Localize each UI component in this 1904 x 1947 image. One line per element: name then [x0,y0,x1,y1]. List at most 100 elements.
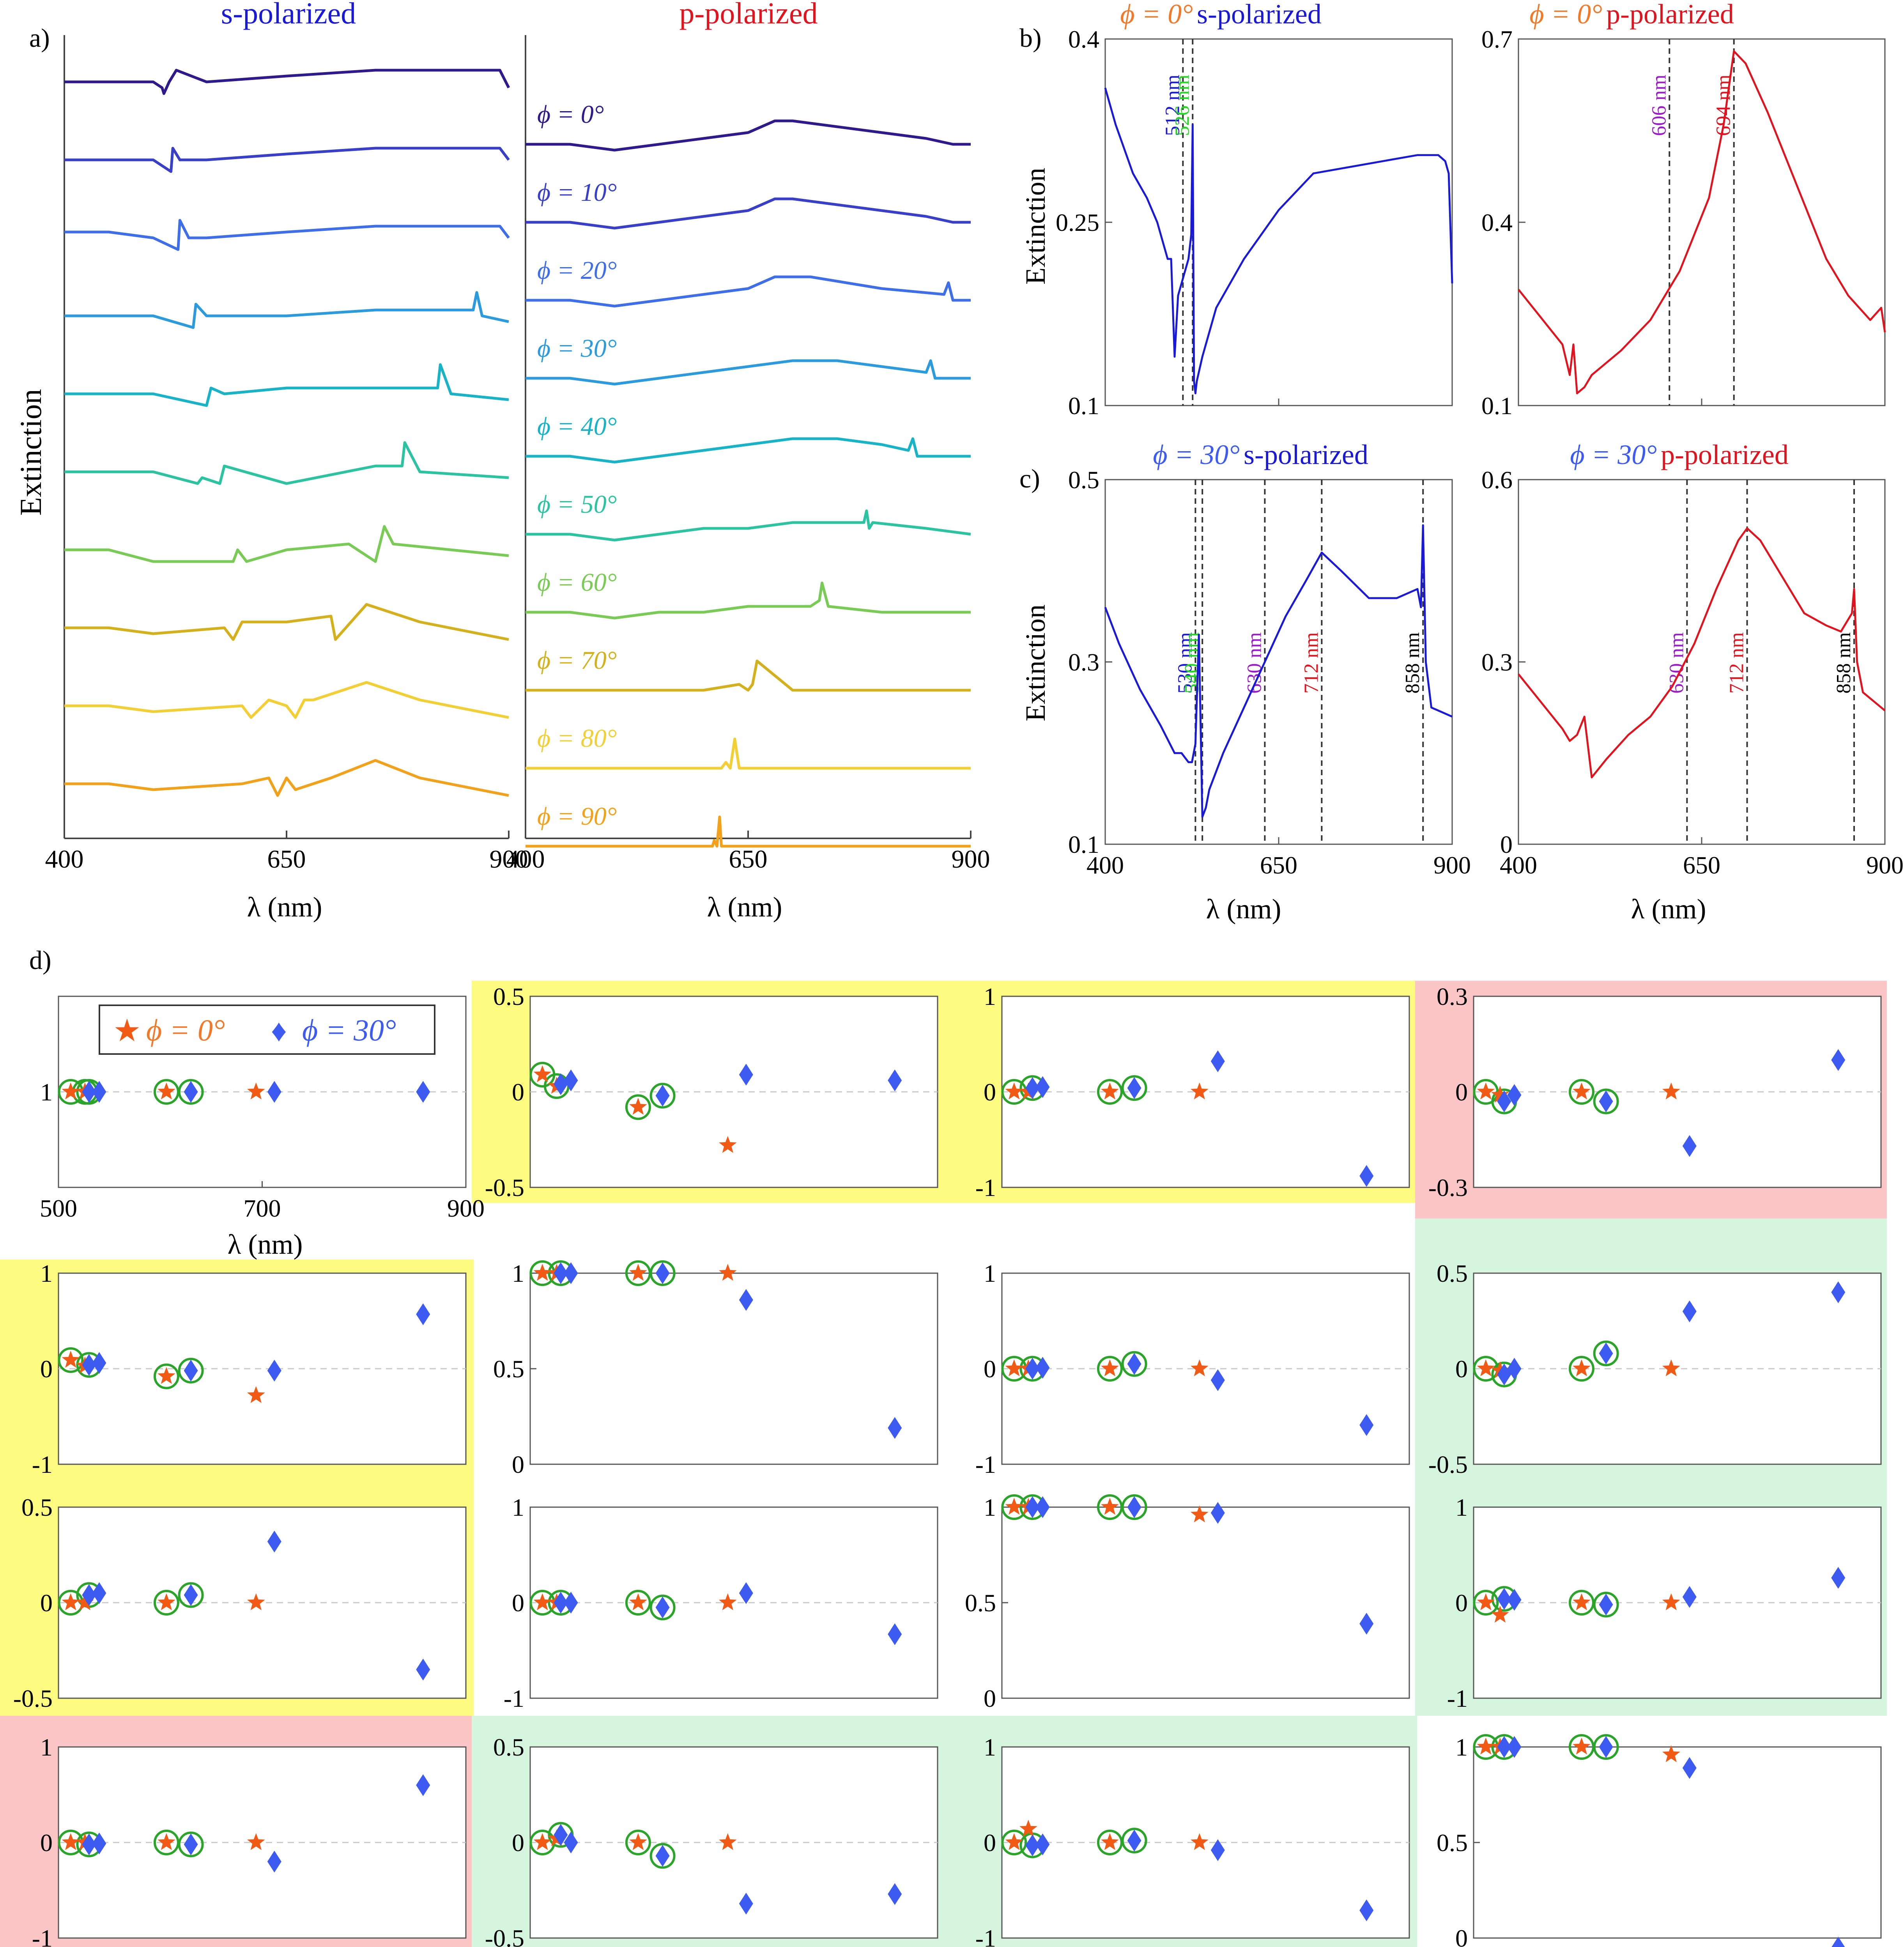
d-ytick-label: 0 [512,1451,524,1478]
d-plot-frame [1001,1272,1410,1465]
panel-a-p-xlabel: λ (nm) [707,891,782,923]
d-diamond-marker [184,1081,198,1103]
d-ytick-label: 1 [512,1493,524,1521]
d-diamond-marker [888,1417,902,1439]
c-s-xtick-label: 400 [1086,851,1124,879]
c-p-marker-label: 858 nm [1833,632,1855,693]
panel-d-letter: d) [29,945,51,975]
panel-c-left-title-phi: ϕ = 30° [1153,439,1240,470]
d-diamond-marker [1599,1593,1613,1616]
d-star-marker [247,1082,265,1100]
d-highlight-circle [1593,1591,1619,1617]
panel-b-right-title-pol: p-polarized [1606,0,1734,30]
d-star-marker [247,1386,265,1403]
d-ytick-label: 0.5 [493,1355,524,1383]
legend-star-glyph: ★ [113,1014,141,1048]
d-diamond-marker [1025,1077,1040,1099]
d-diamond-marker [416,1774,430,1796]
d-highlight-circle [1593,1340,1619,1366]
d-diamond-marker [1682,1586,1697,1608]
legend-diamond-glyph: ♦ [271,1014,287,1048]
d-ytick-label: 0 [984,1355,996,1383]
d-plot-frame [529,1506,938,1699]
d-star-marker [629,1833,647,1850]
d-ytick-label: 0 [1455,1078,1468,1106]
a-s-xtick-label: 400 [45,845,84,873]
d-ytick-label: -0.5 [485,1924,524,1947]
panel-d-xlabel: λ (nm) [228,1229,303,1260]
d-star-marker [157,1367,175,1384]
d-ytick-label: 0 [1455,1355,1468,1383]
d-star-marker [719,1264,737,1281]
d-ytick-label: 0 [40,1589,53,1617]
d-diamond-marker [1682,1757,1697,1779]
d-diamond-marker [1599,1736,1613,1758]
c-s-xtick-label: 900 [1433,851,1471,879]
d-star-marker [629,1593,647,1610]
c-p-ytick-label: 0.3 [1481,648,1513,676]
d-diamond-marker [554,1592,568,1614]
panel-d-legend: ★ ϕ = 0° ♦ ϕ = 30° [99,1005,435,1055]
a-s-series-line [64,291,509,329]
d-diamond-marker [1599,1090,1613,1113]
d-star-marker [1491,1605,1509,1623]
d-star-marker [1491,1361,1509,1378]
d-diamond-marker [267,1081,281,1103]
d-highlight-circle [1473,1590,1499,1616]
a-p-series-line [526,275,971,308]
d-diamond-marker [1359,1899,1374,1921]
a-p-xtick-label: 650 [729,845,768,873]
d-ytick-label: -0.5 [1428,1451,1468,1478]
panel-a-ylabel: Extinction [14,389,48,516]
b-s-ytick-label: 0.1 [1068,392,1099,420]
d-diamond-marker [416,1658,430,1681]
d-star-marker [62,1833,80,1850]
d-diamond-marker [1497,1090,1511,1113]
d-diamond-marker [184,1833,198,1855]
d-ytick-label: 0.5 [493,983,524,1010]
d-star-marker [76,1593,94,1610]
panel-b-right-title-phi: ϕ = 0° [1529,0,1602,30]
a-s-series-line [64,759,509,797]
d-plot-frame [529,1746,938,1939]
d-highlight-circle [625,1590,651,1616]
d-diamond-marker [92,1582,106,1604]
d-ytick-label: 1 [40,1260,53,1287]
a-p-phi-label: ϕ = 90° [537,802,617,831]
a-p-series-line [526,359,971,386]
d-star-marker [1477,1738,1495,1755]
panel-c-right-title-phi: ϕ = 30° [1570,439,1657,470]
d-ytick-label: -1 [32,1924,53,1947]
a-s-xtick-label: 900 [490,845,528,873]
d-star-marker [629,1264,647,1281]
d-ytick-label: 0 [512,1078,524,1106]
d-star-marker [1573,1593,1591,1610]
d-diamond-marker [1210,1369,1225,1391]
d-ytick-label: 0 [984,1685,996,1712]
d-ytick-label: 1 [984,983,996,1010]
c-p-xtick-label: 650 [1683,851,1720,879]
d-diamond-marker [1831,1281,1846,1303]
d-diamond-marker [184,1359,198,1382]
c-p-curve [1518,527,1886,779]
d-plot-frame [1473,1506,1882,1699]
panel-a-s-xlabel: λ (nm) [247,891,322,923]
a-p-phi-label: ϕ = 30° [537,334,617,363]
d-diamond-marker [1359,1414,1374,1436]
panel-b-left-title-phi: ϕ = 0° [1120,0,1193,30]
d-diamond-marker [1025,1358,1040,1380]
d-diamond-marker [1682,1135,1697,1157]
d-star-marker [1191,1833,1209,1850]
d-star-marker [247,1593,265,1610]
d-diamond-marker [1831,1936,1845,1947]
d-star-marker [1477,1082,1495,1100]
d-ytick-label: 0 [984,1829,996,1857]
d-star-marker [533,1264,552,1281]
d-star-marker [1662,1359,1680,1377]
c-s-curve [1104,524,1453,818]
a-p-series-line [526,119,971,152]
d-ytick-label: -1 [32,1451,53,1478]
panel-b-letter: b) [1019,23,1042,53]
a-p-phi-label: ϕ = 50° [537,490,617,519]
d-diamond-marker [564,1592,578,1614]
